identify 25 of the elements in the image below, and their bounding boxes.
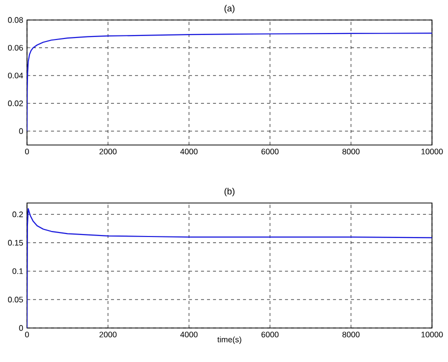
- x-tick-label: 0: [25, 332, 29, 338]
- y-tick-label: 0.02: [8, 100, 23, 106]
- x-tick-label: 2000: [100, 148, 117, 154]
- y-tick-label: 0: [19, 325, 23, 331]
- y-tick-label: 0.05: [8, 296, 23, 302]
- x-tick-label: 0: [25, 148, 29, 154]
- y-tick-label: 0.08: [8, 17, 23, 23]
- x-tick-label: 2000: [100, 332, 117, 338]
- x-tick-label: 8000: [342, 332, 360, 338]
- x-tick-label: 10000: [421, 148, 443, 154]
- x-tick-label: 8000: [342, 148, 360, 154]
- y-tick-label: 0.06: [8, 44, 23, 51]
- y-tick-label: 0.04: [8, 72, 24, 78]
- x-tick-label: 4000: [180, 332, 198, 338]
- x-tick-label: 6000: [262, 332, 279, 338]
- chart-title: (a): [224, 4, 234, 14]
- y-tick-label: 0: [19, 128, 23, 134]
- y-tick-label: 0.15: [8, 240, 23, 246]
- x-tick-label: 4000: [180, 148, 198, 154]
- x-axis-title: time(s): [217, 336, 242, 344]
- x-tick-label: 10000: [421, 332, 443, 338]
- y-tick-label: 0.2: [12, 212, 23, 218]
- x-tick-label: 6000: [262, 148, 279, 154]
- y-tick-label: 0.1: [12, 268, 23, 274]
- chart-title: (b): [224, 188, 234, 196]
